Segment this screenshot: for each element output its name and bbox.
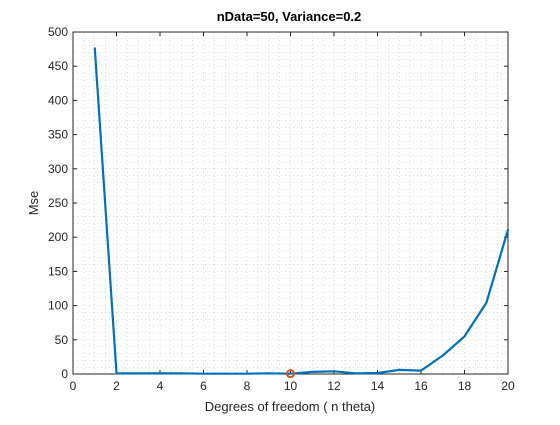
y-tick-label: 0 bbox=[61, 367, 68, 381]
x-tick-label: 20 bbox=[501, 379, 515, 393]
x-axis-label: Degrees of freedom ( n theta) bbox=[205, 399, 376, 414]
x-tick-label: 0 bbox=[70, 379, 77, 393]
x-tick-label: 8 bbox=[244, 379, 251, 393]
y-tick-label: 150 bbox=[48, 264, 68, 278]
y-tick-label: 450 bbox=[48, 59, 68, 73]
y-tick-label: 100 bbox=[48, 299, 68, 313]
x-tick-label: 6 bbox=[200, 379, 207, 393]
minor-grid bbox=[73, 32, 508, 374]
y-tick-label: 200 bbox=[48, 230, 68, 244]
y-tick-label: 500 bbox=[48, 25, 68, 39]
axis-ticks: 0 2 4 6 8 10 12 14 16 18 2005010015020025030035040… bbox=[48, 25, 515, 393]
x-tick-label: 14 bbox=[371, 379, 385, 393]
y-tick-label: 300 bbox=[48, 162, 68, 176]
chart-title: nData=50, Variance=0.2 bbox=[217, 9, 362, 24]
y-tick-label: 250 bbox=[48, 196, 68, 210]
y-tick-label: 350 bbox=[48, 128, 68, 142]
x-tick-label: 18 bbox=[458, 379, 472, 393]
x-tick-label: 12 bbox=[327, 379, 341, 393]
x-tick-label: 2 bbox=[113, 379, 120, 393]
y-axis-label: Mse bbox=[26, 191, 41, 216]
y-tick-label: 50 bbox=[55, 333, 69, 347]
y-tick-label: 400 bbox=[48, 93, 68, 107]
x-tick-label: 10 bbox=[284, 379, 298, 393]
plot-area-border bbox=[73, 32, 508, 374]
x-tick-label: 16 bbox=[414, 379, 428, 393]
x-tick-label: 4 bbox=[157, 379, 164, 393]
